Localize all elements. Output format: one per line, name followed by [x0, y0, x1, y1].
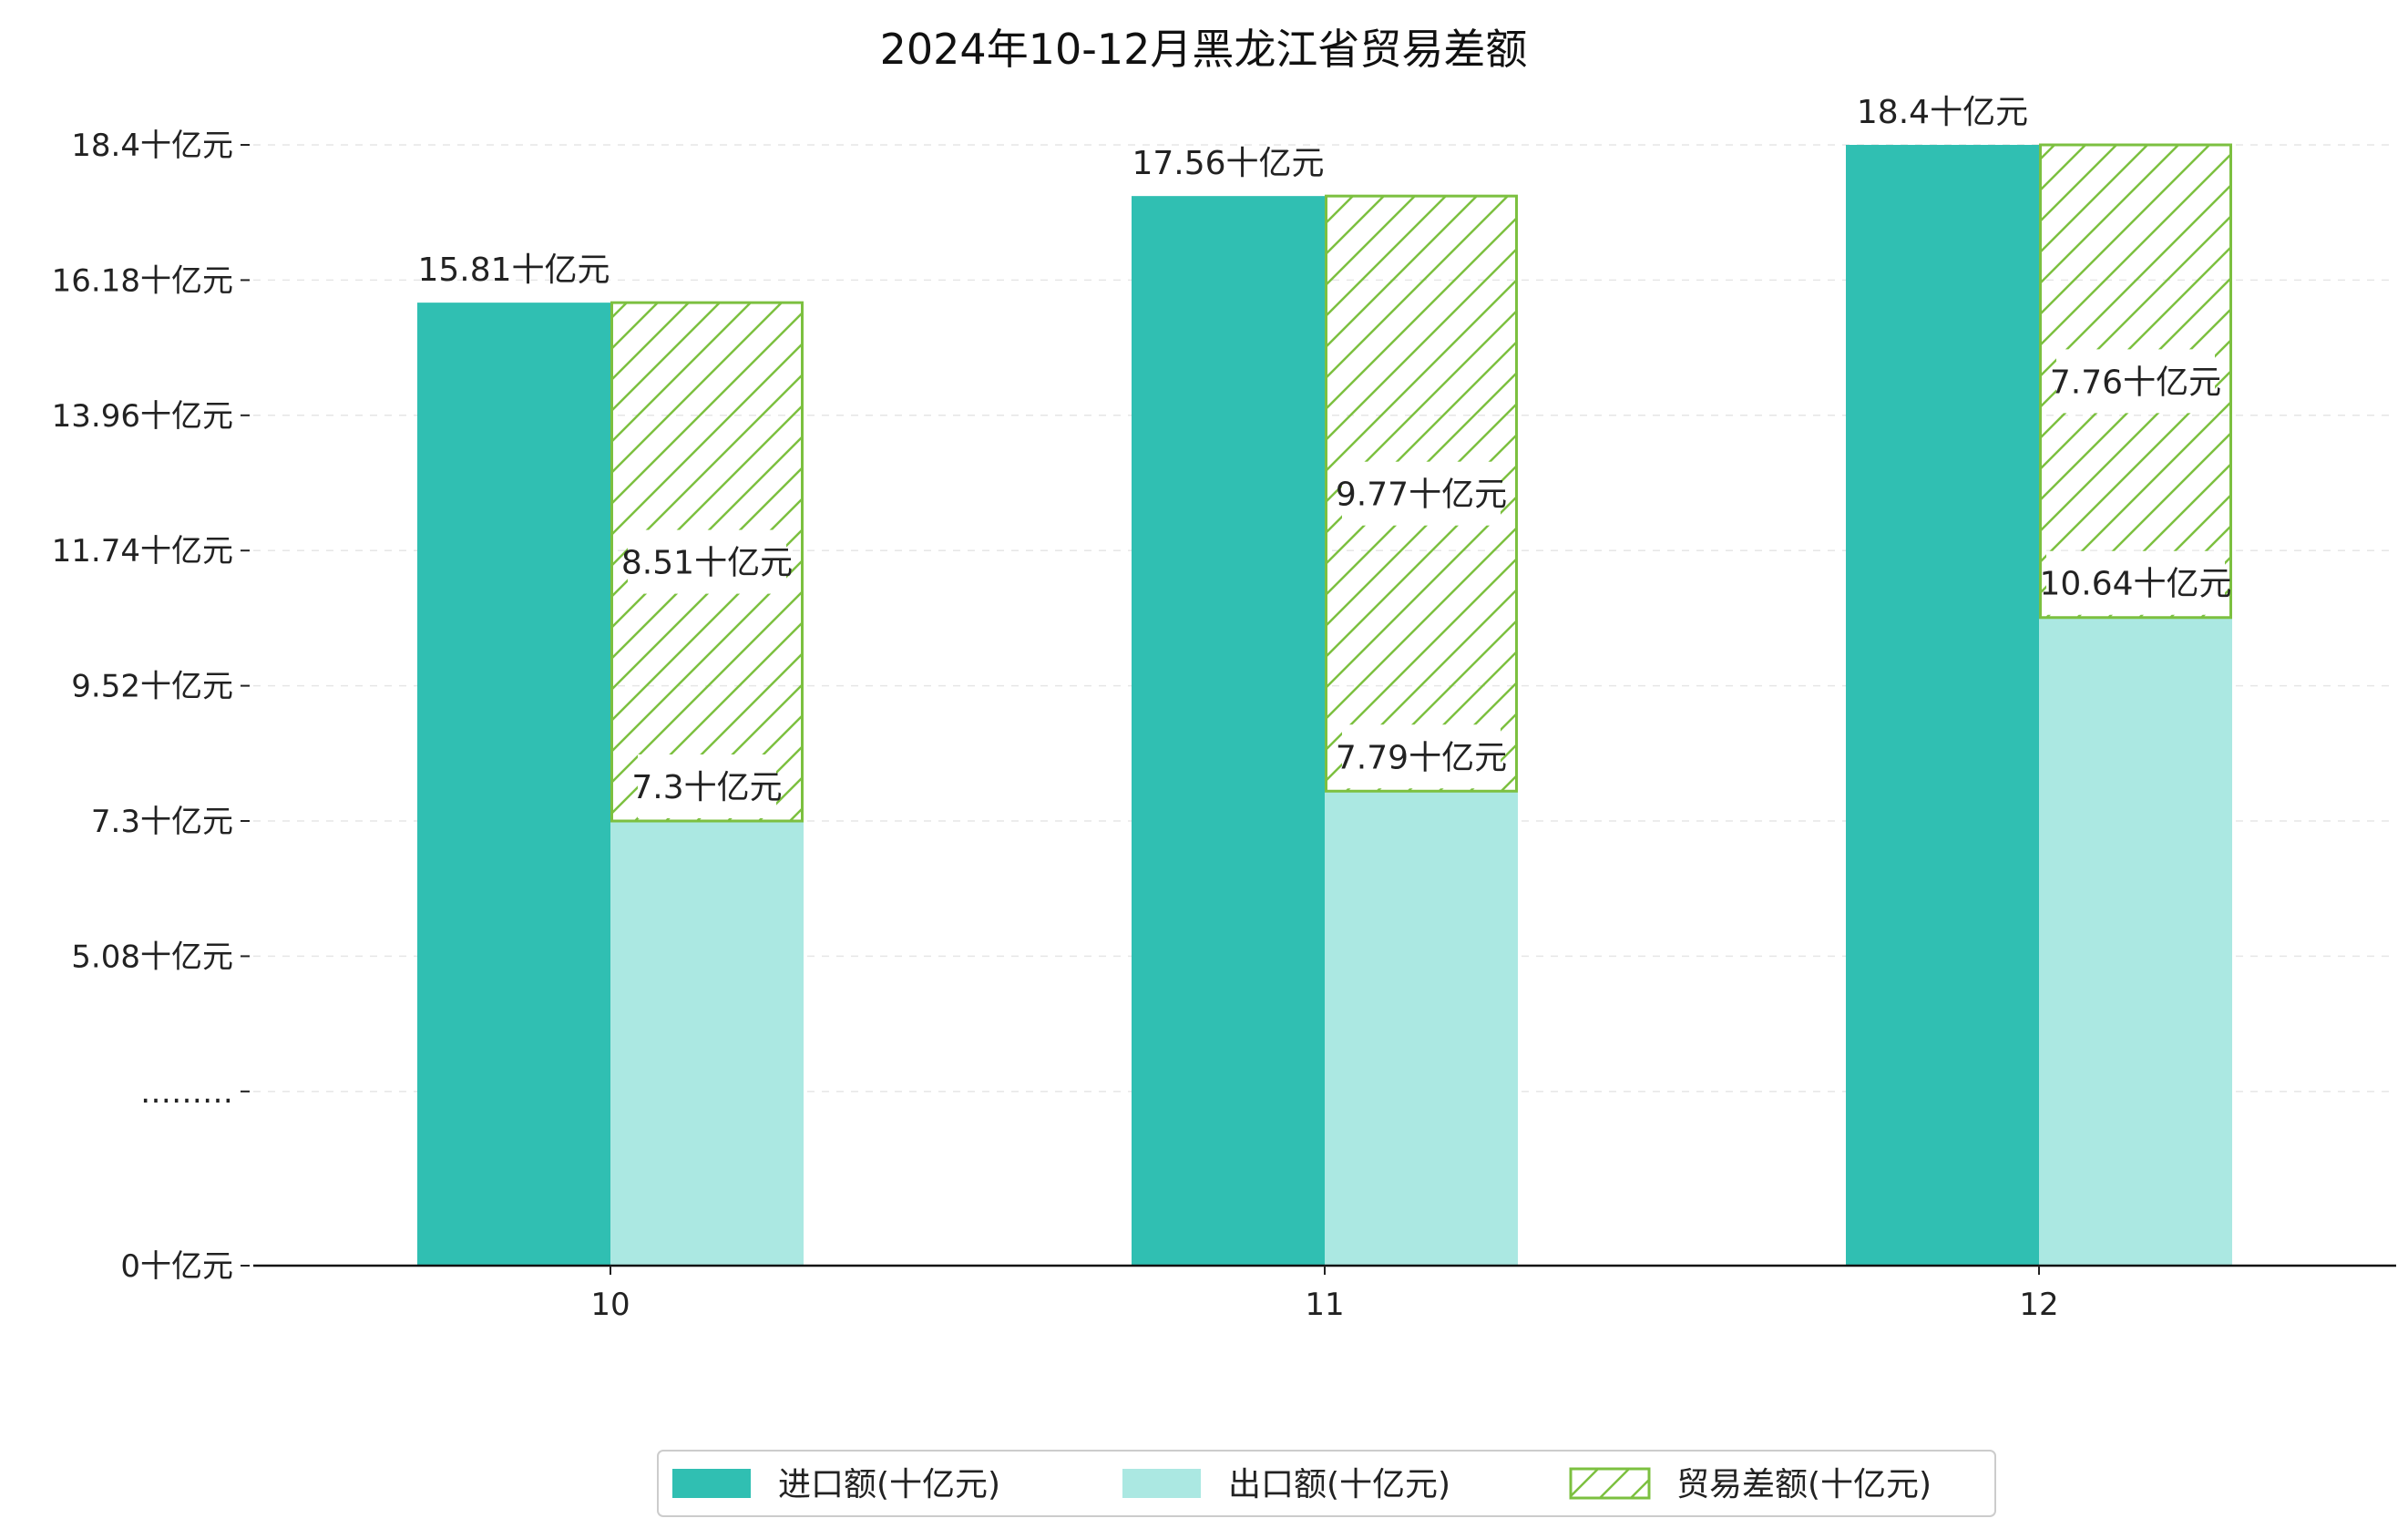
bars-layer	[417, 143, 2232, 1266]
export-value-label-bg	[2046, 550, 2225, 615]
x-tick-label: 12	[2019, 1287, 2058, 1323]
import-bar-12	[1846, 145, 2039, 1266]
y-tick-label: 11.74十亿元	[52, 533, 233, 569]
import-value-label: 18.4十亿元	[1857, 94, 2028, 131]
import-value-label: 15.81十亿元	[417, 251, 610, 289]
axes-layer: 0十亿元 ……… 5.08十亿元 7.3十亿元 9.52十亿元 11.74十亿元 13.96…	[52, 128, 2396, 1323]
export-value-label-bg	[638, 754, 776, 819]
legend: 进口额(十亿元) 出口额(十亿元) 贸易差额(十亿元)	[657, 1450, 1996, 1517]
legend-import-label: 进口额(十亿元)	[778, 1466, 1000, 1503]
y-tick-label: 5.08十亿元	[71, 939, 233, 975]
data-labels-layer: 15.81十亿元 7.3十亿元 8.51十亿元 17.56十亿元 7.79十亿元 9.77…	[417, 94, 2232, 819]
import-value-label: 17.56十亿元	[1132, 145, 1324, 182]
x-tick-label: 11	[1305, 1287, 1344, 1323]
export-bar-11	[1325, 791, 1518, 1266]
chart-title: 2024年10-12月黑龙江省贸易差额	[880, 25, 1528, 74]
export-value-label: 7.79十亿元	[1336, 739, 1507, 776]
export-bar-10	[610, 821, 804, 1266]
x-tick-label: 10	[590, 1287, 630, 1323]
legend-balance-label: 贸易差额(十亿元)	[1676, 1466, 1932, 1503]
y-tick-label: 7.3十亿元	[91, 804, 233, 840]
legend-export-label: 出口额(十亿元)	[1228, 1466, 1450, 1503]
y-tick-label: 9.52十亿元	[71, 669, 233, 705]
balance-value-label: 9.77十亿元	[1336, 477, 1507, 514]
y-tick-label: 0十亿元	[120, 1248, 233, 1285]
legend-import-swatch	[672, 1469, 751, 1498]
legend-box	[657, 1450, 1996, 1517]
legend-export-swatch	[1122, 1469, 1201, 1498]
balance-value-label: 8.51十亿元	[621, 545, 793, 582]
export-value-label: 10.64十亿元	[2039, 566, 2231, 603]
import-bar-11	[1132, 196, 1325, 1266]
balance-value-label-bg	[2056, 349, 2215, 414]
balance-value-label-bg	[628, 529, 786, 594]
y-tick-label: 16.18十亿元	[52, 262, 233, 299]
balance-value-label: 7.76十亿元	[2050, 364, 2221, 401]
import-bar-10	[417, 303, 610, 1266]
y-tick-label: 13.96十亿元	[52, 398, 233, 435]
export-value-label: 7.3十亿元	[631, 769, 782, 806]
balance-value-label-bg	[1342, 461, 1501, 526]
legend-balance-swatch	[1569, 1467, 1651, 1500]
y-tick-label: 18.4十亿元	[71, 128, 233, 164]
y-tick-label: ………	[140, 1074, 233, 1111]
export-value-label-bg	[1342, 724, 1501, 789]
export-bar-12	[2039, 617, 2232, 1266]
